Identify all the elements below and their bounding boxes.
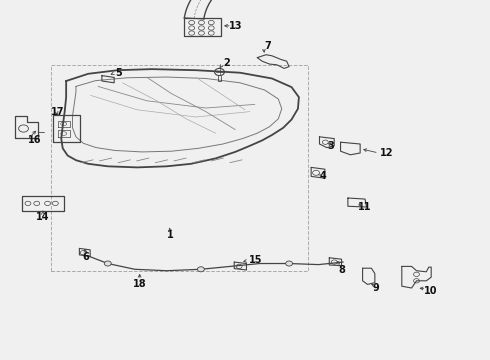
- Text: 5: 5: [115, 68, 122, 78]
- Circle shape: [286, 261, 293, 266]
- Text: 15: 15: [249, 255, 263, 265]
- Text: 2: 2: [223, 58, 230, 68]
- Text: 12: 12: [380, 148, 393, 158]
- Text: 17: 17: [51, 107, 65, 117]
- Text: 1: 1: [167, 230, 174, 240]
- Circle shape: [197, 267, 204, 272]
- Text: 14: 14: [36, 212, 49, 222]
- Text: 4: 4: [320, 171, 327, 181]
- Text: 16: 16: [28, 135, 42, 145]
- Circle shape: [104, 261, 111, 266]
- Text: 11: 11: [358, 202, 371, 212]
- Text: 3: 3: [327, 141, 334, 151]
- Text: 6: 6: [82, 252, 89, 262]
- Text: 8: 8: [338, 265, 345, 275]
- Text: 9: 9: [373, 283, 380, 293]
- Text: 13: 13: [229, 21, 243, 31]
- Text: 18: 18: [133, 279, 147, 289]
- Text: 7: 7: [265, 41, 271, 51]
- Text: 10: 10: [423, 286, 437, 296]
